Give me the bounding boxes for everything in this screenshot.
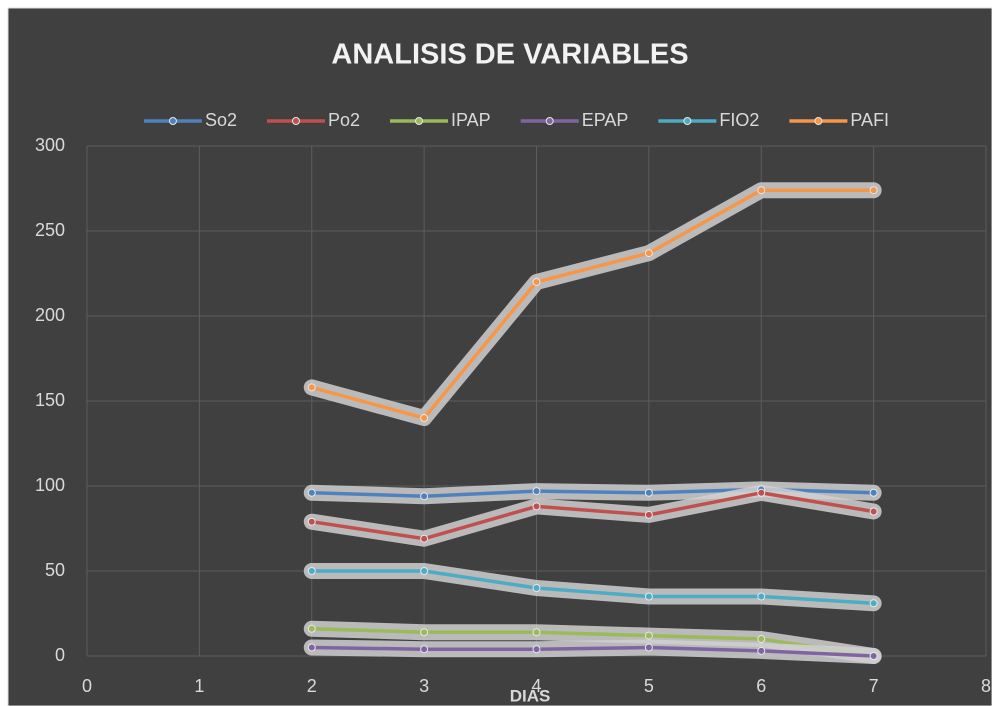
data-point — [757, 635, 766, 643]
series-line — [311, 491, 874, 541]
x-tick-label: 3 — [419, 676, 429, 696]
data-point — [869, 599, 878, 608]
data-point — [532, 487, 541, 496]
y-tick-label: 150 — [35, 390, 65, 410]
data-point — [307, 624, 316, 633]
data-point — [869, 652, 878, 660]
data-point — [869, 507, 878, 516]
legend-label: FIO2 — [719, 110, 759, 130]
data-point — [757, 646, 766, 655]
data-point — [420, 567, 429, 575]
legend-label: IPAP — [451, 110, 491, 130]
y-tick-label: 300 — [35, 135, 65, 155]
data-point — [644, 631, 653, 640]
data-point — [532, 502, 541, 511]
y-tick-label: 200 — [35, 305, 65, 325]
x-tick-label: 0 — [82, 676, 92, 696]
data-point — [869, 488, 878, 497]
legend-marker — [683, 117, 692, 125]
data-point — [420, 628, 429, 637]
data-point — [307, 567, 316, 575]
y-tick-label: 250 — [35, 220, 65, 240]
legend-marker — [545, 117, 554, 125]
x-tick-label: 5 — [644, 676, 654, 696]
legend-marker — [814, 117, 823, 125]
y-tick-label: 0 — [55, 645, 65, 665]
data-point — [869, 186, 878, 195]
series-line — [311, 627, 874, 658]
legend-marker — [291, 117, 300, 125]
data-point — [307, 488, 316, 497]
data-point — [420, 492, 429, 501]
series-line — [311, 645, 874, 658]
data-point — [420, 414, 429, 422]
legend-marker — [168, 117, 177, 125]
data-point — [757, 186, 766, 195]
y-tick-label: 100 — [35, 475, 65, 495]
data-point — [644, 249, 653, 258]
data-point — [307, 643, 316, 652]
x-tick-label: 1 — [194, 676, 204, 696]
x-tick-label: 8 — [981, 676, 991, 696]
data-point — [532, 278, 541, 286]
data-point — [644, 643, 653, 652]
data-point — [420, 534, 429, 543]
data-point — [420, 645, 429, 654]
data-point — [644, 510, 653, 519]
x-tick-label: 7 — [869, 676, 879, 696]
x-tick-label: 2 — [307, 676, 317, 696]
data-point — [644, 592, 653, 601]
x-axis-title: DIAS — [510, 686, 551, 705]
data-point — [532, 628, 541, 637]
x-tick-label: 4 — [531, 676, 541, 696]
y-tick-label: 50 — [45, 560, 65, 580]
series-line — [311, 188, 874, 420]
legend-label: PAFI — [850, 110, 889, 130]
legend-label: EPAP — [582, 110, 629, 130]
data-point — [757, 488, 766, 497]
data-point — [532, 584, 541, 592]
chart-title: ANALISIS DE VARIABLES — [331, 39, 688, 71]
legend: So2 Po2 IPAP EPAP FIO2 PAFI — [143, 110, 889, 130]
data-point — [307, 383, 316, 392]
data-point — [532, 645, 541, 654]
legend-label: Po2 — [328, 110, 360, 130]
data-point — [307, 517, 316, 526]
legend-marker — [415, 117, 423, 125]
legend-label: So2 — [205, 110, 237, 130]
data-point — [757, 592, 766, 601]
series-line — [311, 569, 874, 606]
data-point — [644, 488, 653, 497]
x-tick-label: 6 — [756, 676, 766, 696]
